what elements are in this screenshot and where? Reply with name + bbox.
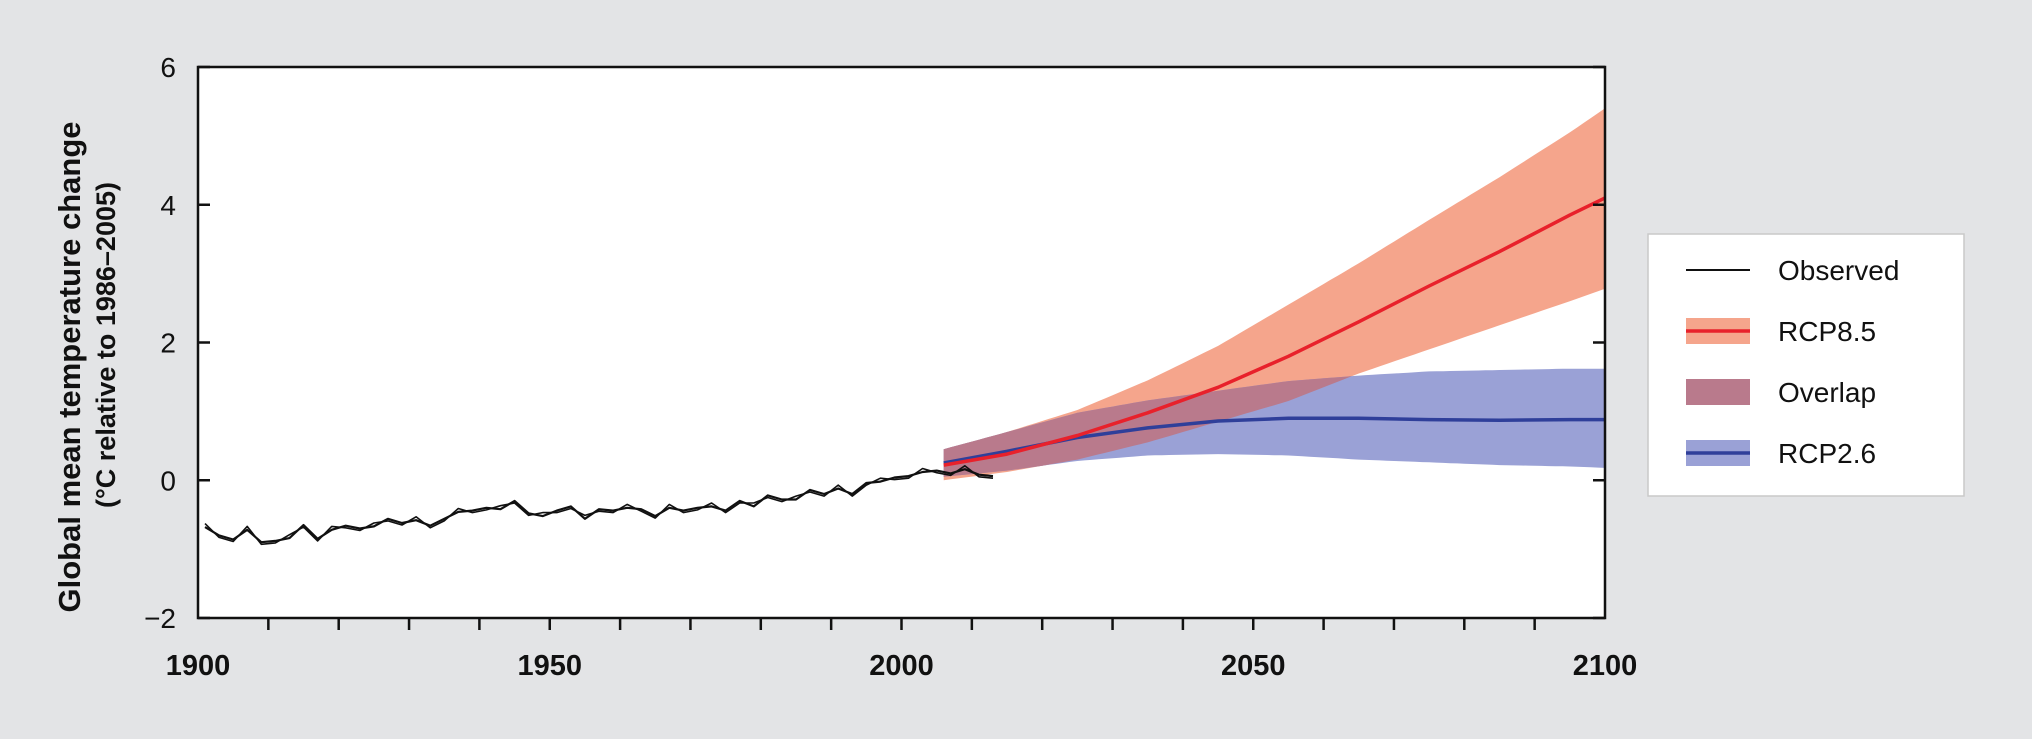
y-tick-label: 2 (160, 328, 176, 359)
legend-label-overlap: Overlap (1778, 377, 1876, 408)
series-layer (204, 108, 1605, 546)
x-tick-label: 1950 (517, 650, 582, 682)
x-tick-label: 2050 (1221, 650, 1286, 682)
legend-swatch-overlap (1686, 379, 1750, 405)
y-tick-label: −2 (144, 603, 176, 634)
rcp85-mean-line (943, 196, 1605, 467)
observed-line (204, 468, 994, 544)
x-tick-label: 2100 (1573, 650, 1638, 682)
y-axis-subtitle: (°C relative to 1986–2005) (91, 182, 121, 508)
y-tick-label: 4 (160, 190, 176, 221)
legend-label-observed: Observed (1778, 255, 1899, 286)
y-tick-label: 0 (160, 465, 176, 496)
x-tick-label: 2000 (869, 650, 934, 682)
y-axis-title: Global mean temperature change (52, 122, 87, 613)
legend-label-rcp85: RCP8.5 (1778, 316, 1876, 347)
legend: Observed RCP8.5 Overlap RCP2.6 (1647, 233, 1965, 497)
legend-label-rcp26: RCP2.6 (1778, 438, 1876, 469)
y-tick-label: 6 (160, 52, 176, 83)
observed-line-2 (204, 465, 994, 546)
x-tick-label: 1900 (166, 650, 231, 682)
plot-area: −2 0 2 4 6 1900 1950 2000 2050 2100 (144, 52, 1637, 682)
